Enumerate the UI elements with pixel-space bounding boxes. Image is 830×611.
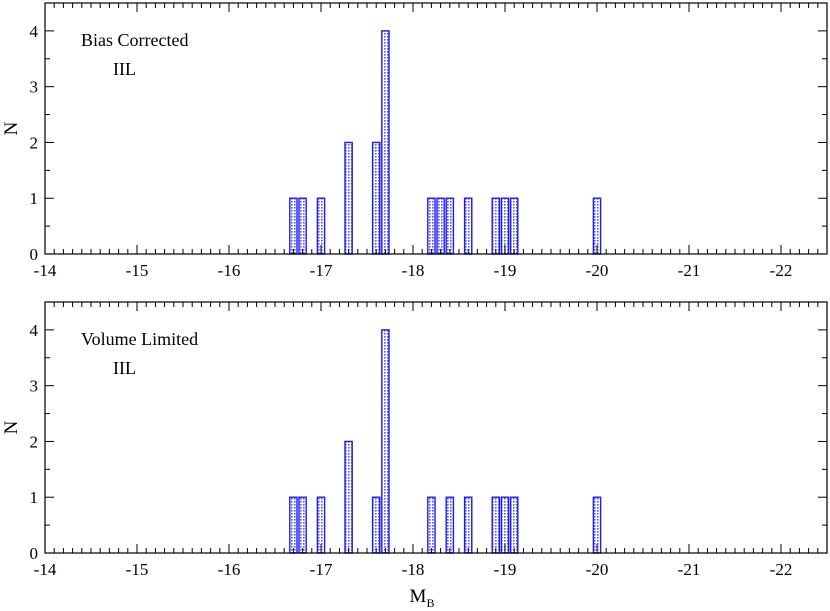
histogram-bar	[491, 496, 501, 554]
histogram-bar	[463, 496, 473, 554]
bottom-panel-tick-labels: -14 -15 -16 -17 -18 -19 -20 -21 -22 0 1 2 3 4	[30, 321, 793, 579]
y-tick-label: 4	[30, 22, 39, 41]
histogram-bar	[344, 141, 353, 255]
bottom-panel-bars	[289, 329, 602, 554]
histogram-bar	[298, 197, 307, 255]
top-panel-bars	[289, 30, 602, 255]
bottom-panel-frame	[44, 301, 828, 554]
x-tick-label: -15	[126, 261, 149, 280]
top-panel-annotation-line-1: Bias Corrected	[81, 30, 188, 50]
top-panel-ticks	[44, 2, 828, 255]
x-tick-label: -20	[586, 261, 609, 280]
x-tick-label: -22	[770, 261, 793, 280]
bottom-panel: -14 -15 -16 -17 -18 -19 -20 -21 -22 0 1 2 3 4 N Volum…	[1, 301, 828, 610]
top-panel-frame	[44, 2, 828, 255]
x-tick-label: -14	[34, 261, 57, 280]
histogram-bar	[289, 197, 298, 255]
bottom-panel-annotation-line-1: Volume Limited	[81, 329, 198, 349]
x-tick-label: -21	[678, 261, 701, 280]
y-tick-label: 0	[30, 245, 39, 264]
x-tick-label: -15	[126, 560, 149, 579]
histogram-bar	[344, 440, 353, 554]
histogram-bar	[509, 496, 519, 554]
y-tick-label: 3	[30, 377, 39, 396]
x-tick-label: -21	[678, 560, 701, 579]
top-panel-tick-labels: -14 -15 -16 -17 -18 -19 -20 -21 -22 0 1 2 3 4	[30, 22, 793, 280]
histogram-bar	[463, 197, 473, 255]
histogram-bar	[445, 496, 455, 554]
xlabel-subscript: B	[426, 596, 434, 610]
bottom-panel-xlabel: MB	[410, 586, 435, 610]
y-tick-label: 4	[30, 321, 39, 340]
histogram-bar	[371, 141, 381, 255]
x-tick-label: -14	[34, 560, 57, 579]
x-tick-label: -17	[310, 261, 333, 280]
bottom-panel-ticks	[44, 301, 828, 554]
histogram-bar	[371, 496, 381, 554]
bottom-panel-annotation-line-2: IIL	[113, 358, 136, 378]
x-tick-label: -22	[770, 560, 793, 579]
histogram-bar	[445, 197, 455, 255]
y-tick-label: 0	[30, 544, 39, 563]
x-tick-label: -16	[218, 261, 241, 280]
x-tick-label: -20	[586, 560, 609, 579]
histogram-bar	[298, 496, 307, 554]
xlabel-main: M	[410, 586, 427, 607]
x-tick-label: -19	[494, 560, 517, 579]
top-panel: -14 -15 -16 -17 -18 -19 -20 -21 -22 0 1 2 3 4 N Bias …	[1, 2, 828, 280]
histogram-bar	[509, 197, 519, 255]
top-panel-ylabel: N	[1, 121, 22, 135]
histogram-bar	[427, 197, 436, 255]
histogram-bar	[436, 197, 445, 255]
y-tick-label: 1	[30, 189, 39, 208]
y-tick-label: 1	[30, 488, 39, 507]
histogram-bar	[381, 30, 390, 255]
top-panel-annotation-line-2: IIL	[113, 59, 136, 79]
bottom-panel-ylabel: N	[1, 420, 22, 434]
histogram-bar	[289, 496, 298, 554]
y-tick-label: 3	[30, 78, 39, 97]
x-tick-label: -19	[494, 261, 517, 280]
x-tick-label: -16	[218, 560, 241, 579]
y-tick-label: 2	[30, 133, 39, 152]
histogram-bar	[427, 496, 436, 554]
x-tick-label: -18	[402, 560, 425, 579]
x-tick-label: -18	[402, 261, 425, 280]
y-tick-label: 2	[30, 432, 39, 451]
histogram-bar	[381, 329, 390, 554]
histogram-bar	[491, 197, 501, 255]
x-tick-label: -17	[310, 560, 333, 579]
